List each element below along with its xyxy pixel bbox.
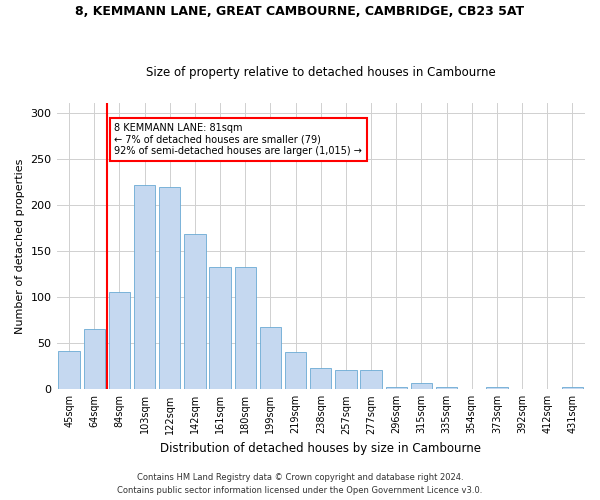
Bar — [285, 352, 307, 390]
Text: 8 KEMMANN LANE: 81sqm
← 7% of detached houses are smaller (79)
92% of semi-detac: 8 KEMMANN LANE: 81sqm ← 7% of detached h… — [115, 124, 362, 156]
Bar — [209, 266, 231, 390]
Bar — [83, 330, 105, 390]
Bar — [310, 368, 331, 390]
Bar — [159, 187, 181, 390]
Bar — [58, 350, 80, 390]
Title: Size of property relative to detached houses in Cambourne: Size of property relative to detached ho… — [146, 66, 496, 78]
Bar — [486, 386, 508, 390]
Bar — [436, 386, 457, 390]
Bar — [411, 383, 432, 390]
Bar — [260, 326, 281, 390]
Bar — [335, 370, 356, 390]
Bar — [386, 386, 407, 390]
Bar — [184, 234, 206, 390]
Text: Contains HM Land Registry data © Crown copyright and database right 2024.
Contai: Contains HM Land Registry data © Crown c… — [118, 474, 482, 495]
X-axis label: Distribution of detached houses by size in Cambourne: Distribution of detached houses by size … — [160, 442, 481, 455]
Bar — [235, 266, 256, 390]
Bar — [134, 186, 155, 390]
Bar — [361, 370, 382, 390]
Bar — [109, 292, 130, 390]
Text: 8, KEMMANN LANE, GREAT CAMBOURNE, CAMBRIDGE, CB23 5AT: 8, KEMMANN LANE, GREAT CAMBOURNE, CAMBRI… — [76, 5, 524, 18]
Y-axis label: Number of detached properties: Number of detached properties — [15, 158, 25, 334]
Bar — [562, 386, 583, 390]
